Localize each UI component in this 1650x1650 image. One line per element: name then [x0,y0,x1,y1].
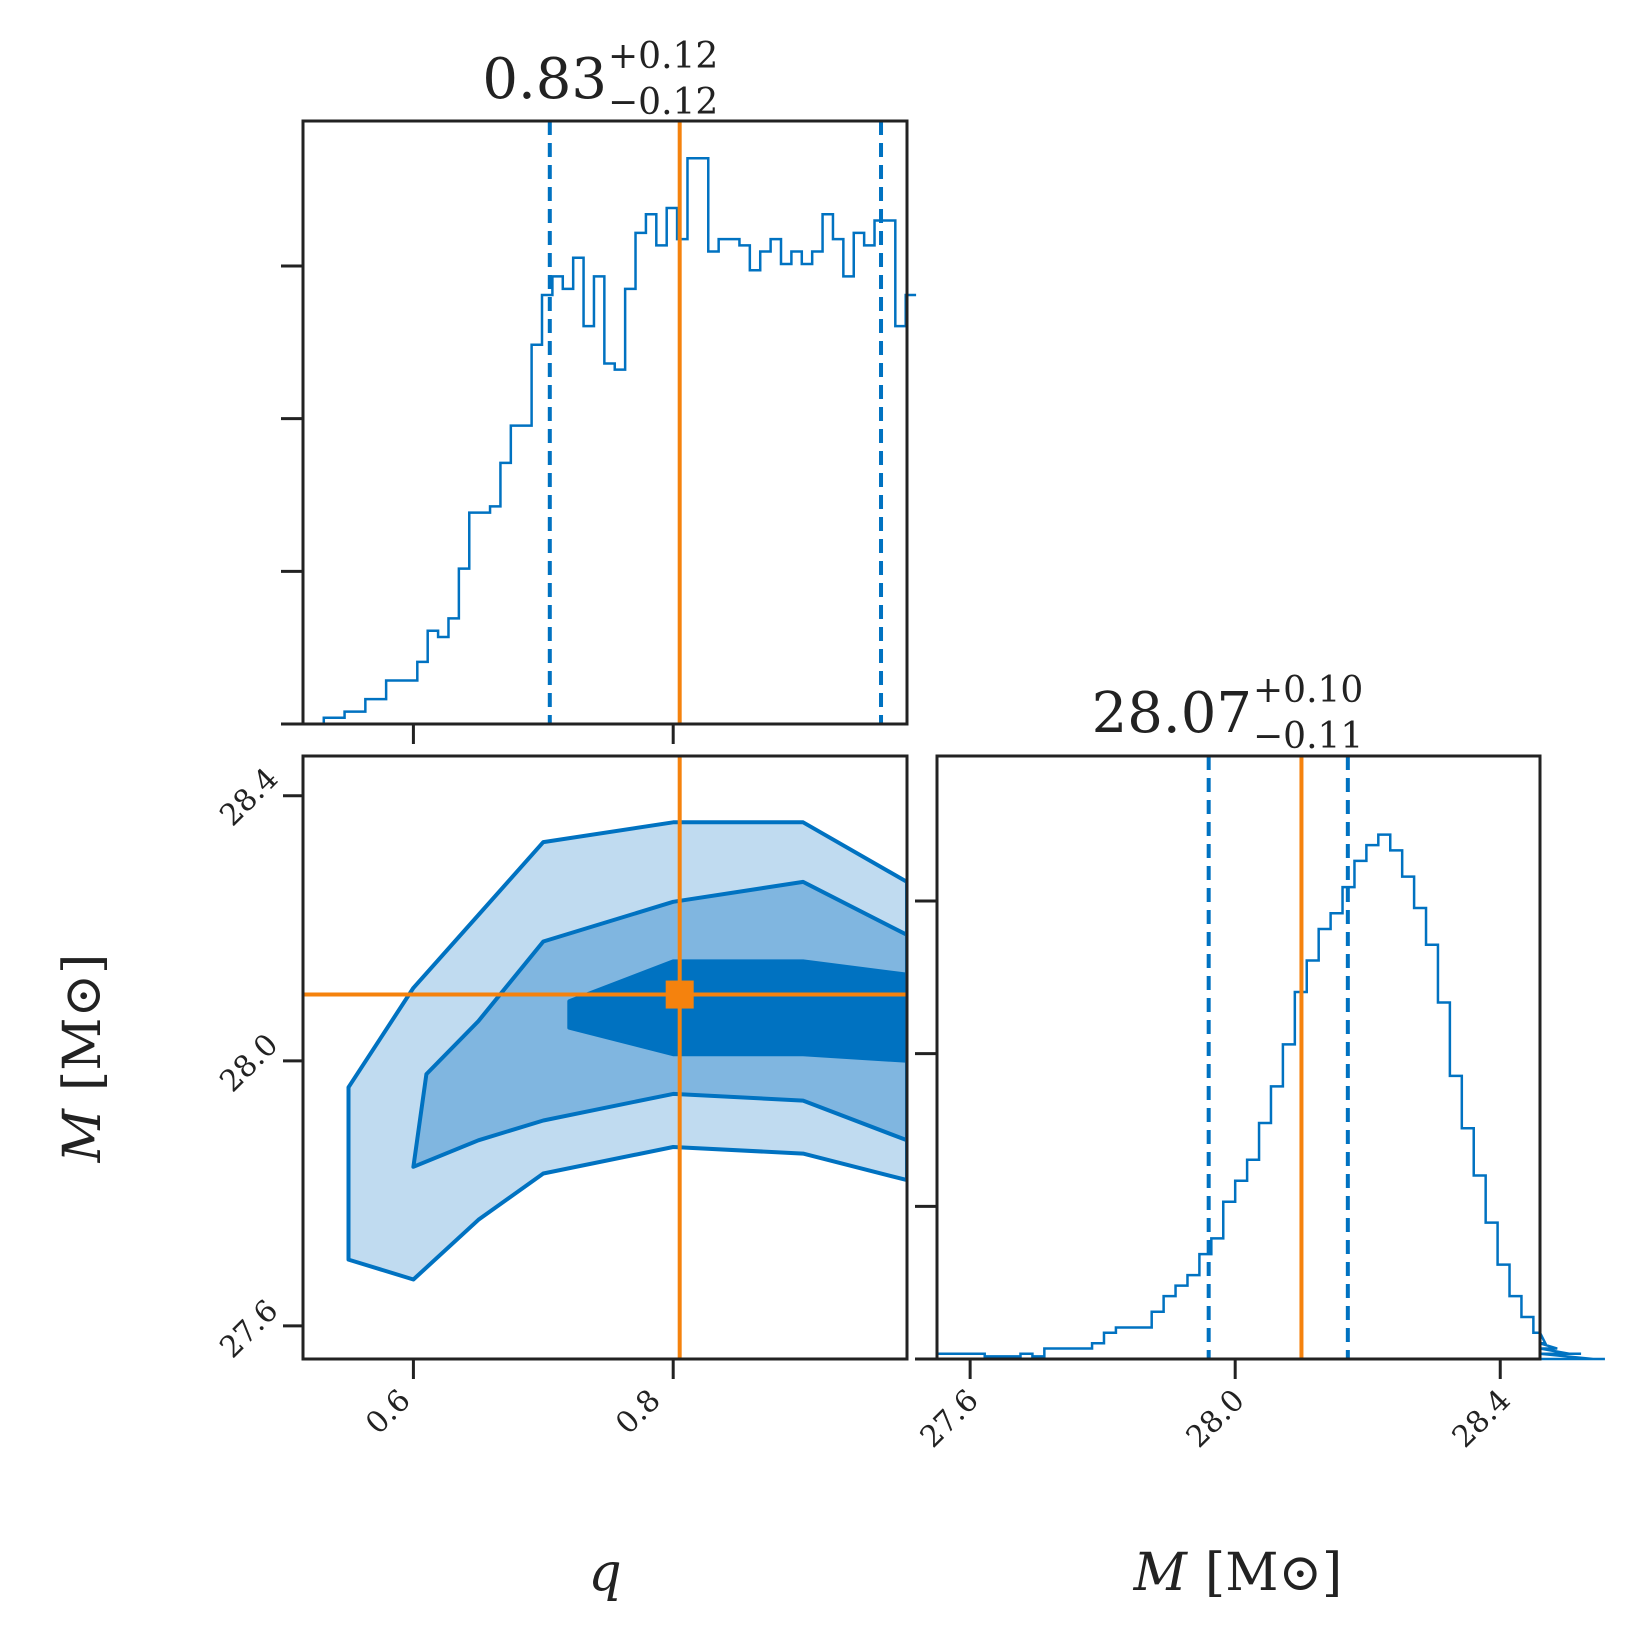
q-marginal-frame [301,119,909,726]
joint-ytick-28.4: 28.4 [213,761,285,833]
q-histogram [303,121,917,726]
M-histogram [937,756,1605,1361]
M-title-value: 28.07 [1092,681,1252,746]
q-marginal-ticks [281,264,675,744]
svg-text:M[M⊙]: M [M⊙] [1133,1543,1343,1603]
M-axis-label-left: M [M⊙] [53,954,113,1164]
M-axis-label-bottom: M [M⊙] [1133,1543,1343,1603]
joint-xtick-0.6: 0.6 [359,1383,417,1441]
joint-contours [303,756,907,1359]
M-xtick-28.4: 28.4 [1446,1383,1518,1455]
M-marginal-ticks [915,899,1502,1379]
M-marginal-frame [935,754,1542,1361]
q-title-value: 0.83 [482,47,607,112]
joint-ylabel-unit: [M⊙] [53,954,113,1091]
svg-text:M[M⊙]: M [M⊙] [53,954,113,1164]
q-title-plus: +0.12 [608,36,718,77]
q-histogram-step [303,157,917,726]
M-histogram-step [937,833,1605,1361]
contour-level-inner [567,959,907,1063]
M-title-plus: +0.10 [1253,670,1363,711]
M-xlabel-symbol: M [1133,1543,1189,1603]
joint-ylabel-symbol: M [53,1107,113,1163]
M-marginal-panel: 28.07 +0.10 −0.11 27.6 28.0 28.4 M [M⊙] [914,670,1605,1603]
q-marginal-panel: 0.83 +0.12 −0.12 [281,36,917,744]
M-xtick-27.6: 27.6 [914,1383,986,1455]
joint-ytick-27.6: 27.6 [213,1293,285,1365]
joint-frame [301,754,909,1361]
joint-truth-marker [665,980,694,1009]
q-M-joint-panel: 0.6 0.8 27.6 28.0 28.4 q M [M⊙] [53,754,909,1603]
joint-ticks [283,794,675,1379]
q-title-minus: −0.12 [608,82,718,123]
joint-ytick-28.0: 28.0 [213,1027,285,1099]
joint-xtick-0.8: 0.8 [609,1383,667,1441]
q-axis-label: q [588,1543,621,1603]
M-title-minus: −0.11 [1253,716,1363,757]
joint-clipped-group [303,756,907,1359]
M-xtick-28.0: 28.0 [1180,1383,1252,1455]
M-xlabel-unit: [M⊙] [1205,1543,1342,1603]
